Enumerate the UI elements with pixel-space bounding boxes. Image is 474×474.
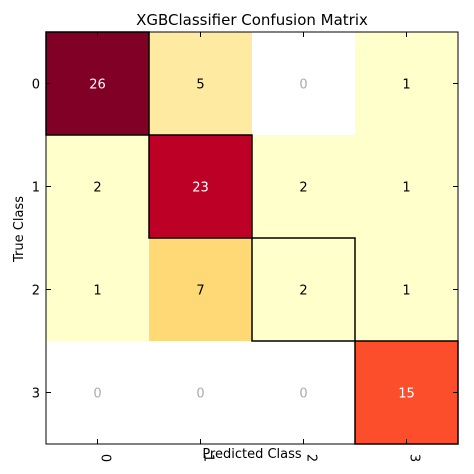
heatmap-cell-r1-c0	[46, 135, 149, 238]
diagonal-outline-1	[148, 134, 253, 239]
x-tick-label-1: 1	[201, 454, 216, 462]
cell-value-labels: 26 5 0 1 2 23 2 1 1 7 2 1 0 0 0 15	[89, 78, 415, 402]
heatmap-cell-r1-c3	[355, 135, 458, 238]
diagonal-outline-2	[251, 237, 356, 342]
x-tick-label-0: 0	[98, 454, 113, 462]
cell-value-label-r0-c1: 5	[196, 78, 204, 93]
heatmap-cell-r0-c0	[46, 32, 149, 135]
heatmap-cell-r2-c2	[252, 238, 355, 341]
cell-value-label-r0-c3: 1	[402, 78, 410, 93]
y-axis-label: True Class	[12, 196, 27, 263]
heatmap-cell-r3-c0	[46, 341, 149, 444]
heatmap-cells	[46, 32, 458, 444]
y-tick-label-1: 1	[32, 181, 40, 196]
cell-value-label-r1-c3: 1	[402, 181, 410, 196]
heatmap-cell-r0-c1	[149, 32, 252, 135]
plot-frame	[45, 31, 459, 445]
cell-value-label-r1-c2: 2	[299, 181, 307, 196]
cell-value-label-r1-c0: 2	[93, 181, 101, 196]
heatmap-cell-r2-c1	[149, 238, 252, 341]
heatmap-cell-r0-c3	[355, 32, 458, 135]
cell-value-label-r2-c1: 7	[196, 284, 204, 299]
heatmap-cell-r3-c1	[149, 341, 252, 444]
cell-value-label-r0-c2: 0	[299, 78, 307, 93]
heatmap-cell-r3-c2	[252, 341, 355, 444]
cell-value-label-r2-c0: 1	[93, 284, 101, 299]
y-tick-label-3: 3	[32, 387, 40, 402]
x-axis-label: Predicted Class	[202, 447, 302, 462]
heatmap-cell-r2-c3	[355, 238, 458, 341]
cell-value-label-r3-c0: 0	[93, 387, 101, 402]
heatmap-cell-r3-c3	[355, 341, 458, 444]
y-tick-label-0: 0	[32, 78, 40, 93]
cell-value-label-r3-c3: 15	[398, 387, 415, 402]
cell-value-label-r2-c3: 1	[402, 284, 410, 299]
cell-value-label-r1-c1: 23	[192, 181, 209, 196]
heatmap-cell-r2-c0	[46, 238, 149, 341]
cell-value-label-r2-c2: 2	[299, 284, 307, 299]
cell-value-label-r3-c2: 0	[299, 387, 307, 402]
x-tick-label-2: 2	[304, 454, 319, 462]
chart-title: XGBClassifier Confusion Matrix	[136, 11, 368, 29]
heatmap-cell-r1-c2	[252, 135, 355, 238]
y-tick-label-2: 2	[32, 284, 40, 299]
x-tick-label-3: 3	[407, 454, 422, 462]
cell-value-label-r0-c0: 26	[89, 78, 106, 93]
heatmap-cell-r0-c2	[252, 32, 355, 135]
cell-value-label-r3-c1: 0	[196, 387, 204, 402]
heatmap-cell-r1-c1	[149, 135, 252, 238]
